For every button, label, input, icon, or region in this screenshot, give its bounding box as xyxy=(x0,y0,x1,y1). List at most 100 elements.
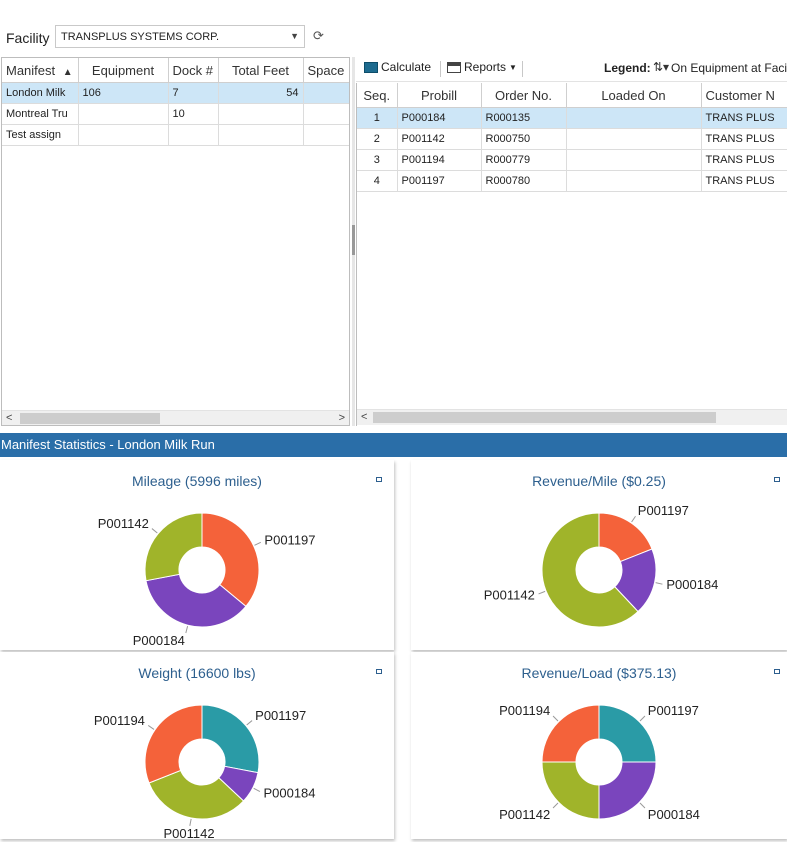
cell-manifest[interactable]: Test assign xyxy=(2,124,79,146)
scroll-right-icon[interactable]: > xyxy=(338,412,345,424)
cell-equipment[interactable] xyxy=(78,103,169,125)
slice-leader-line xyxy=(151,528,158,534)
cell-loaded-on[interactable] xyxy=(566,107,702,129)
cell-order-no[interactable]: R000750 xyxy=(481,128,567,150)
table-row[interactable]: 2 P001142 R000750 TRANS PLUS xyxy=(357,128,787,150)
stops-toolbar: Calculate Reports ▼ Legend: ⇅▾ On Equipm… xyxy=(356,57,787,82)
scrollbar-thumb[interactable] xyxy=(20,413,160,424)
scroll-left-icon[interactable]: < xyxy=(6,412,13,424)
slice-label: P001142 xyxy=(484,587,535,602)
table-row[interactable]: London Milk 106 7 54 xyxy=(2,82,349,104)
cell-seq[interactable]: 3 xyxy=(357,149,398,171)
sort-ascending-icon: ▲ xyxy=(62,66,73,78)
legend-dropdown-icon[interactable]: ⇅▾ xyxy=(653,60,670,74)
slice-p001142[interactable] xyxy=(541,761,600,820)
horizontal-scrollbar[interactable]: < xyxy=(357,409,787,425)
slice-leader-line xyxy=(253,787,261,792)
facility-selected-value: TRANSPLUS SYSTEMS CORP. xyxy=(61,31,220,43)
cell-loaded-on[interactable] xyxy=(566,128,702,150)
cell-space[interactable] xyxy=(303,124,349,146)
column-header-space[interactable]: Space xyxy=(303,58,349,83)
slice-p001142[interactable] xyxy=(144,512,203,582)
cell-equipment[interactable] xyxy=(78,124,169,146)
cell-customer[interactable]: TRANS PLUS xyxy=(701,128,787,150)
column-header-order-no[interactable]: Order No. xyxy=(481,83,567,108)
slice-p001194[interactable] xyxy=(144,704,203,784)
column-header-dock[interactable]: Dock # xyxy=(168,58,219,83)
cell-space[interactable] xyxy=(303,103,349,125)
column-header-probill[interactable]: Probill xyxy=(397,83,482,108)
cell-equipment[interactable]: 106 xyxy=(78,82,169,104)
slice-label: P001197 xyxy=(638,503,689,518)
scrollbar-thumb[interactable] xyxy=(373,412,716,423)
table-row[interactable]: 3 P001194 R000779 TRANS PLUS xyxy=(357,149,787,171)
slice-p001197[interactable] xyxy=(598,704,657,763)
cell-probill[interactable]: P000184 xyxy=(397,107,482,129)
cell-seq[interactable]: 1 xyxy=(357,107,398,129)
facility-label: Facility xyxy=(6,30,50,46)
slice-leader-line xyxy=(185,626,189,634)
minimize-icon[interactable] xyxy=(376,669,382,674)
slice-p000184[interactable] xyxy=(145,573,247,628)
slice-p001197[interactable] xyxy=(201,512,260,608)
cell-seq[interactable]: 2 xyxy=(357,128,398,150)
cell-dock[interactable]: 10 xyxy=(168,103,219,125)
slice-leader-line xyxy=(538,590,546,595)
cell-loaded-on[interactable] xyxy=(566,149,702,171)
calculator-icon xyxy=(364,61,378,73)
cell-customer[interactable]: TRANS PLUS xyxy=(701,107,787,129)
cell-order-no[interactable]: R000779 xyxy=(481,149,567,171)
chevron-down-icon: ▼ xyxy=(509,62,517,72)
slice-p001197[interactable] xyxy=(201,704,260,774)
cell-order-no[interactable]: R000135 xyxy=(481,107,567,129)
column-header-total-feet[interactable]: Total Feet xyxy=(218,58,304,83)
chart-title: Weight (16600 lbs) xyxy=(138,665,256,681)
cell-order-no[interactable]: R000780 xyxy=(481,170,567,192)
column-header-loaded-on[interactable]: Loaded On xyxy=(566,83,702,108)
facility-select[interactable]: TRANSPLUS SYSTEMS CORP. ▼ xyxy=(55,25,305,48)
donut-chart: P001197 P000184 P001142 xyxy=(484,503,718,628)
cell-manifest[interactable]: London Milk xyxy=(2,82,79,104)
column-header-equipment[interactable]: Equipment xyxy=(78,58,169,83)
cell-probill[interactable]: P001194 xyxy=(397,149,482,171)
scroll-left-icon[interactable]: < xyxy=(361,411,368,423)
chevron-down-icon[interactable]: ▼ xyxy=(290,31,299,41)
slice-p001142[interactable] xyxy=(541,512,639,628)
slice-p001142[interactable] xyxy=(148,769,245,820)
cell-customer[interactable]: TRANS PLUS xyxy=(701,149,787,171)
slice-p000184[interactable] xyxy=(598,761,657,820)
cell-total-feet[interactable]: 54 xyxy=(218,82,304,104)
cell-dock[interactable] xyxy=(168,124,219,146)
cell-seq[interactable]: 4 xyxy=(357,170,398,192)
table-row[interactable]: Montreal Tru 10 xyxy=(2,103,349,125)
slice-p001194[interactable] xyxy=(541,704,600,763)
cell-dock[interactable]: 7 xyxy=(168,82,219,104)
cell-total-feet[interactable] xyxy=(218,103,304,125)
slice-leader-line xyxy=(655,582,663,585)
reports-button[interactable]: Reports ▼ xyxy=(447,60,517,74)
minimize-icon[interactable] xyxy=(774,477,780,482)
slice-label: P001142 xyxy=(98,516,149,531)
table-row[interactable]: 4 P001197 R000780 TRANS PLUS xyxy=(357,170,787,192)
slice-label: P000184 xyxy=(648,807,700,822)
column-header-manifest[interactable]: Manifest ▲ xyxy=(2,58,79,83)
minimize-icon[interactable] xyxy=(376,477,382,482)
column-header-customer[interactable]: Customer N xyxy=(701,83,787,108)
column-header-seq[interactable]: Seq. xyxy=(357,83,398,108)
manifest-grid-pane: Manifest ▲ Equipment Dock # Total Feet S… xyxy=(1,57,350,426)
cell-manifest[interactable]: Montreal Tru xyxy=(2,103,79,125)
cell-probill[interactable]: P001142 xyxy=(397,128,482,150)
cell-loaded-on[interactable] xyxy=(566,170,702,192)
slice-label: P000184 xyxy=(263,785,315,800)
table-row[interactable]: Test assign xyxy=(2,124,349,146)
splitter-grip[interactable] xyxy=(352,225,355,255)
refresh-icon[interactable]: ⟳ xyxy=(313,28,324,43)
horizontal-scrollbar[interactable]: < > xyxy=(2,410,349,425)
cell-space[interactable] xyxy=(303,82,349,104)
table-row[interactable]: 1 P000184 R000135 TRANS PLUS xyxy=(357,107,787,129)
calculate-button[interactable]: Calculate xyxy=(364,60,431,74)
minimize-icon[interactable] xyxy=(774,669,780,674)
cell-probill[interactable]: P001197 xyxy=(397,170,482,192)
cell-total-feet[interactable] xyxy=(218,124,304,146)
cell-customer[interactable]: TRANS PLUS xyxy=(701,170,787,192)
